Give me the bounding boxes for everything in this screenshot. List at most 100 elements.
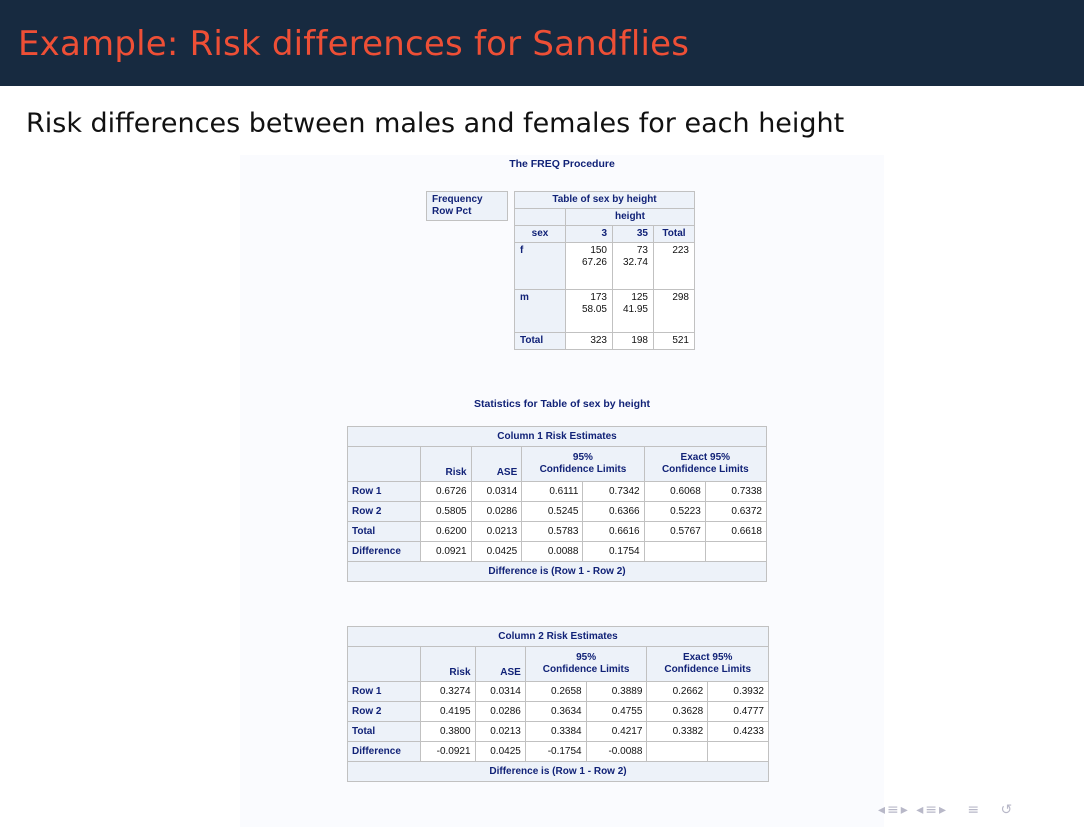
table-row: Total 0.6200 0.0213 0.5783 0.6616 0.5767… bbox=[347, 521, 768, 542]
table-cell: 0.4233 bbox=[707, 721, 769, 742]
table-cell: 150 67.26 bbox=[565, 242, 613, 290]
row-label: Total bbox=[347, 521, 421, 542]
table-row: Total 323 198 521 bbox=[514, 332, 695, 350]
table-cell: 0.4755 bbox=[585, 701, 648, 722]
table-cell: 0.6068 bbox=[643, 481, 706, 502]
slide-title: Example: Risk differences for Sandflies bbox=[18, 24, 690, 64]
table-cell: 0.5223 bbox=[643, 501, 706, 522]
table-cell: 223 bbox=[653, 242, 695, 290]
table-row: Total 0.3800 0.0213 0.3384 0.4217 0.3382… bbox=[347, 721, 769, 742]
column1-risk-table: Column 1 Risk Estimates Risk ASE 95% Conf… bbox=[347, 426, 768, 582]
risk-corner bbox=[347, 446, 421, 482]
risk-corner bbox=[347, 646, 421, 682]
ci-header: 95% Confidence Limits bbox=[524, 646, 648, 682]
table-cell: 0.3628 bbox=[646, 701, 709, 722]
slide-title-bar: Example: Risk differences for Sandflies bbox=[0, 0, 1084, 86]
table-cell: 0.1754 bbox=[582, 541, 645, 562]
undo-icon[interactable]: ↺ bbox=[1000, 802, 1015, 818]
table-row: m 173 58.05 125 41.95 298 bbox=[514, 289, 695, 333]
table-row: Row 1 0.3274 0.0314 0.2658 0.3889 0.2662… bbox=[347, 681, 769, 702]
table-cell: 0.3274 bbox=[420, 681, 476, 702]
slide-subtitle: Risk differences between males and femal… bbox=[26, 108, 845, 139]
table-row: Row 1 0.6726 0.0314 0.6111 0.7342 0.6068… bbox=[347, 481, 768, 502]
table-cell: 521 bbox=[653, 332, 695, 350]
table-cell: 0.3800 bbox=[420, 721, 476, 742]
exact-ci-header: Exact 95% Confidence Limits bbox=[646, 646, 769, 682]
col-header-risk: Risk bbox=[420, 646, 476, 682]
col-header-ase: ASE bbox=[474, 646, 526, 682]
table-cell: 0.4195 bbox=[420, 701, 476, 722]
col-header-risk: Risk bbox=[420, 446, 472, 482]
table-cell: 125 41.95 bbox=[612, 289, 654, 333]
table-cell: 0.6616 bbox=[582, 521, 645, 542]
table-cell: 0.0314 bbox=[470, 481, 523, 502]
table-cell: 0.0088 bbox=[521, 541, 584, 562]
section-prev-icon[interactable]: ◂ bbox=[878, 802, 888, 818]
table-cell: 0.5245 bbox=[521, 501, 584, 522]
table-cell: 0.6372 bbox=[704, 501, 768, 522]
table-cell: -0.0921 bbox=[420, 741, 476, 762]
section-next-icon[interactable]: ▸ bbox=[900, 802, 910, 818]
row-var-header: sex bbox=[514, 225, 566, 243]
table-cell bbox=[643, 541, 706, 562]
ci-header: 95% Confidence Limits bbox=[521, 446, 645, 482]
table-cell: -0.0088 bbox=[585, 741, 648, 762]
row-label: Total bbox=[347, 721, 421, 742]
table-cell: 0.5805 bbox=[420, 501, 472, 522]
sas-output: The FREQ Procedure Frequency Row Pct Tab… bbox=[240, 155, 884, 827]
row-label: Difference bbox=[347, 541, 421, 562]
col-header: 3 bbox=[565, 225, 613, 243]
risk-table-title: Column 2 Risk Estimates bbox=[347, 626, 769, 647]
table-cell: 0.0213 bbox=[470, 521, 523, 542]
table-cell: 0.3634 bbox=[524, 701, 587, 722]
table-cell: 173 58.05 bbox=[565, 289, 613, 333]
subsection-next-icon[interactable]: ▸ bbox=[939, 802, 949, 818]
table-cell bbox=[707, 741, 769, 762]
subsection-prev-icon[interactable]: ◂ bbox=[916, 802, 926, 818]
proc-title: The FREQ Procedure bbox=[509, 158, 615, 170]
column2-risk-table: Column 2 Risk Estimates Risk ASE 95% Conf… bbox=[347, 626, 769, 782]
table-cell: 0.2662 bbox=[646, 681, 709, 702]
risk-table-title: Column 1 Risk Estimates bbox=[347, 426, 767, 447]
row-label: Total bbox=[514, 332, 566, 350]
table-cell: 0.0425 bbox=[474, 741, 526, 762]
table-cell: 0.0213 bbox=[474, 721, 526, 742]
table-cell: 0.6366 bbox=[582, 501, 645, 522]
table-row: Row 2 0.4195 0.0286 0.3634 0.4755 0.3628… bbox=[347, 701, 769, 722]
table-row: Difference -0.0921 0.0425 -0.1754 -0.008… bbox=[347, 741, 769, 762]
table-cell bbox=[704, 541, 768, 562]
cell-legend: Frequency Row Pct bbox=[426, 191, 508, 221]
table-cell: 0.5783 bbox=[521, 521, 584, 542]
table-cell: 323 bbox=[565, 332, 613, 350]
table-cell: 0.6111 bbox=[521, 481, 584, 502]
table-cell: 0.3384 bbox=[524, 721, 587, 742]
col-header: 35 bbox=[612, 225, 654, 243]
exact-ci-header: Exact 95% Confidence Limits bbox=[643, 446, 768, 482]
table-cell: 298 bbox=[653, 289, 695, 333]
risk-table-footer: Difference is (Row 1 - Row 2) bbox=[347, 561, 767, 582]
table-cell: 0.0286 bbox=[474, 701, 526, 722]
table-cell: 0.3932 bbox=[707, 681, 769, 702]
table-cell: -0.1754 bbox=[524, 741, 587, 762]
row-label: f bbox=[514, 242, 566, 290]
table-cell: 0.0314 bbox=[474, 681, 526, 702]
crosstab-title: Table of sex by height bbox=[514, 191, 695, 209]
table-cell: 0.0425 bbox=[470, 541, 523, 562]
table-cell: 0.6726 bbox=[420, 481, 472, 502]
table-row: Difference 0.0921 0.0425 0.0088 0.1754 bbox=[347, 541, 768, 562]
table-row: f 150 67.26 73 32.74 223 bbox=[514, 242, 695, 290]
crosstab-table: Table of sex by height height sex 3 35 T… bbox=[514, 191, 695, 350]
beamer-navigation: ◂≡▸ ◂≡▸ ≡ ↺ bbox=[878, 802, 1014, 818]
row-label: m bbox=[514, 289, 566, 333]
table-cell: 0.5767 bbox=[643, 521, 706, 542]
table-cell: 0.3382 bbox=[646, 721, 709, 742]
table-cell: 0.0921 bbox=[420, 541, 472, 562]
section-icon: ≡ bbox=[887, 802, 901, 818]
table-cell: 198 bbox=[612, 332, 654, 350]
table-cell: 0.0286 bbox=[470, 501, 523, 522]
table-cell: 0.6200 bbox=[420, 521, 472, 542]
table-cell: 0.6618 bbox=[704, 521, 768, 542]
col-var-header: height bbox=[565, 208, 695, 226]
legend-frequency: Frequency bbox=[432, 194, 483, 205]
align-icon[interactable]: ≡ bbox=[967, 802, 982, 818]
